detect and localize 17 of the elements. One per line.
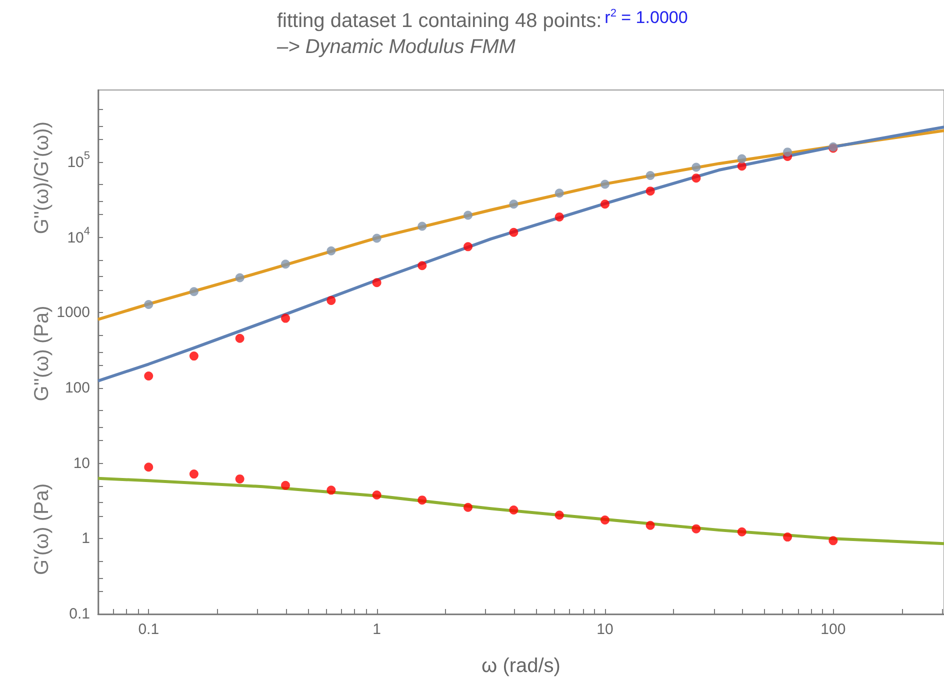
- text: G'(ω) (Pa): [31, 483, 53, 575]
- y-tick-label: 0.1: [69, 606, 90, 622]
- y-tick-label: 10: [73, 454, 90, 472]
- x-axis-title: ω (rad/s): [482, 655, 560, 677]
- x-tick-label: 0.1: [138, 621, 160, 638]
- y-tick-label: 100: [64, 379, 90, 396]
- y-tick-label: 10$^{5}$: [67, 150, 90, 170]
- y-tick-label: 10$^{4}$: [67, 225, 90, 246]
- x-tick-label: 1: [372, 621, 381, 638]
- chart-subtitle: –> Dynamic Modulus FMM: [276, 36, 516, 58]
- chart-title: fitting dataset 1 containing 48 points:: [277, 10, 602, 32]
- x-tick-label: 100: [820, 621, 846, 638]
- y-tick-label: 1000: [56, 304, 90, 322]
- y-tick-label: 1: [82, 530, 90, 548]
- x-tick-label: 10: [596, 621, 614, 638]
- text: G''(ω) (Pa): [31, 306, 53, 402]
- text: G''(ω)/G'(ω)): [31, 122, 53, 234]
